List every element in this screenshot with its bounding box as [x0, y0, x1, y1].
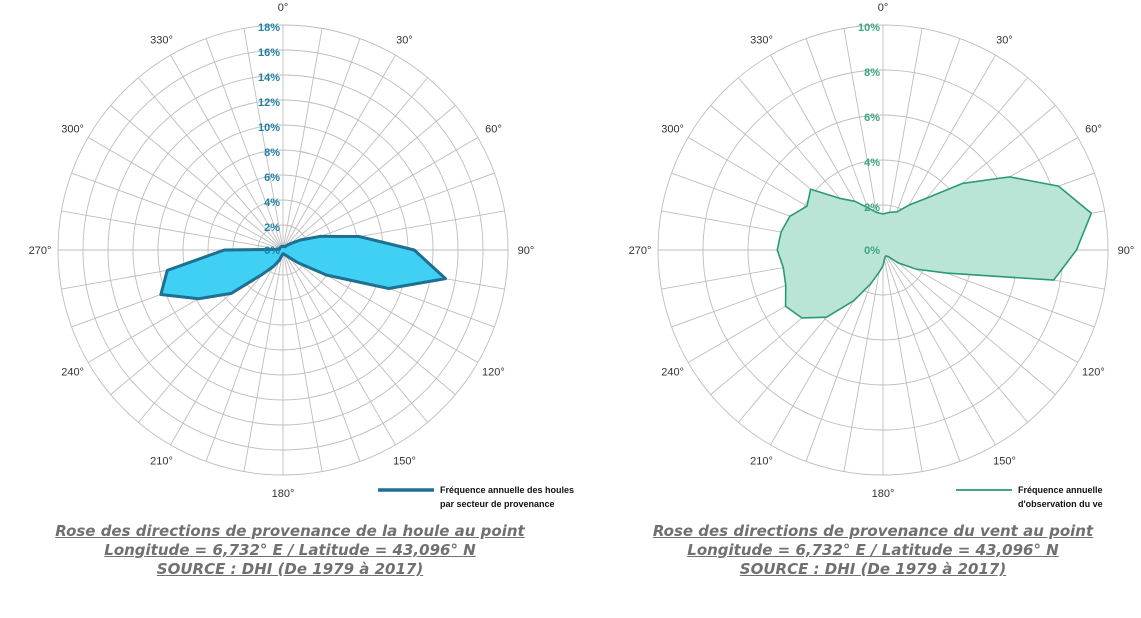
wave-grid-spoke: [243, 249, 284, 472]
wind-rose-chart: 0% 2% 4% 6% 8% 10% 0° 30° 60° 90° 120° 150° 180° 210°…: [629, 2, 1135, 509]
wave-tick-label: 18%: [258, 22, 280, 34]
wave-grid-spoke: [61, 210, 284, 251]
wind-grid-spoke: [882, 249, 996, 446]
wave-angle-label: 0°: [278, 2, 289, 14]
wave-legend: Fréquence annuelle des houles par secteur…: [378, 485, 574, 509]
wave-angle-label: 240°: [61, 367, 84, 379]
wave-angle-label: 60°: [485, 124, 502, 136]
wave-tick-label: 12%: [258, 97, 280, 109]
wave-tick-label: 10%: [258, 122, 280, 134]
wind-angle-labels: 0° 30° 60° 90° 120° 150° 180° 210° 240° 270° 300° 3…: [629, 2, 1135, 500]
wave-caption-line-3: SOURCE : DHI (De 1979 à 2017): [156, 560, 424, 578]
wind-angle-label: 60°: [1085, 124, 1102, 136]
wave-grid-spoke: [170, 249, 284, 446]
wind-tick-label: 8%: [864, 67, 880, 79]
wave-caption-line-2: Longitude = 6,732° E / Latitude = 43,096…: [104, 541, 476, 559]
wind-angle-label: 210°: [750, 455, 773, 467]
wind-radial-ticks: 0% 2% 4% 6% 8% 10%: [858, 22, 880, 257]
wind-caption-line-2: Longitude = 6,732° E / Latitude = 43,096…: [687, 541, 1059, 559]
wave-angle-labels: 0° 30° 60° 90° 120° 150° 180° 210° 240° 270° 300° 3…: [29, 2, 535, 500]
wind-angle-label: 120°: [1082, 367, 1105, 379]
wave-tick-label: 16%: [258, 47, 280, 59]
wind-grid-spoke: [882, 249, 1028, 423]
wave-angle-label: 270°: [29, 245, 52, 257]
wind-angle-label: 0°: [878, 2, 889, 14]
wave-angle-label: 330°: [150, 35, 173, 47]
wind-angle-label: 300°: [661, 124, 684, 136]
wave-grid-spoke: [138, 77, 284, 251]
wave-tick-label: 6%: [264, 172, 280, 184]
wind-angle-label: 150°: [993, 455, 1016, 467]
wind-tick-label: 0%: [864, 245, 880, 257]
wave-angle-label: 90°: [518, 245, 535, 257]
wind-legend-line-2: d'observation du ve: [1018, 499, 1103, 509]
wave-grid-spoke: [282, 249, 456, 395]
wave-radial-ticks: 0% 2% 4% 6% 8% 10% 12% 14% 16% 18%: [258, 22, 280, 257]
wave-grid-spoke: [282, 28, 323, 251]
wind-tick-label: 6%: [864, 112, 880, 124]
wind-rose-caption: Rose des directions de provenance du ven…: [608, 522, 1138, 579]
wave-legend-line-2: par secteur de provenance: [440, 499, 555, 509]
wave-angle-label: 300°: [61, 124, 84, 136]
wave-caption-line-1: Rose des directions de provenance de la …: [55, 522, 525, 540]
wind-angle-label: 240°: [661, 367, 684, 379]
wave-grid-spoke: [282, 105, 456, 251]
wave-angle-label: 30°: [396, 35, 413, 47]
wave-grid-spoke: [243, 28, 284, 251]
wave-grid: [57, 24, 509, 476]
wave-grid-spoke: [87, 137, 284, 251]
wave-tick-label: 8%: [264, 147, 280, 159]
wind-angle-label: 330°: [750, 35, 773, 47]
wind-caption-line-1: Rose des directions de provenance du ven…: [652, 522, 1094, 540]
wave-grid-spoke: [282, 249, 323, 472]
wind-tick-label: 4%: [864, 157, 880, 169]
wave-angle-label: 120°: [482, 367, 505, 379]
wind-tick-label: 10%: [858, 22, 880, 34]
wave-rose-caption: Rose des directions de provenance de la …: [25, 522, 555, 579]
wave-tick-label: 14%: [258, 72, 280, 84]
wind-angle-label: 270°: [629, 245, 652, 257]
wave-tick-label: 4%: [264, 197, 280, 209]
wave-angle-label: 150°: [393, 455, 416, 467]
wave-grid-spoke: [138, 249, 284, 423]
wave-grid-spoke: [170, 54, 284, 251]
wind-angle-label: 90°: [1118, 245, 1135, 257]
wave-grid-spoke: [282, 249, 428, 423]
wind-angle-label: 180°: [872, 488, 895, 500]
wave-grid-spoke: [282, 249, 396, 446]
wave-tick-label: 2%: [264, 222, 280, 234]
wave-grid-spoke: [282, 77, 428, 251]
wave-grid-spoke: [282, 137, 479, 251]
wind-grid-spoke: [843, 249, 884, 472]
wave-grid-spoke: [71, 172, 284, 251]
wave-legend-line-1: Fréquence annuelle des houles: [440, 485, 574, 495]
wind-grid-spoke: [882, 249, 1056, 395]
wind-angle-label: 30°: [996, 35, 1013, 47]
wave-rose-chart: 0% 2% 4% 6% 8% 10% 12% 14% 16% 18% 0° 30° 60° 90° 120°…: [29, 2, 574, 509]
wave-series-area: [159, 234, 447, 301]
wave-grid-spoke: [282, 38, 361, 251]
wave-grid-spoke: [205, 249, 284, 462]
wave-grid-spoke: [282, 54, 396, 251]
wave-angle-label: 210°: [150, 455, 173, 467]
wind-legend-line-1: Fréquence annuelle: [1018, 485, 1103, 495]
wind-grid-spoke: [882, 249, 923, 472]
wind-caption-line-3: SOURCE : DHI (De 1979 à 2017): [739, 560, 1007, 578]
wave-grid-spoke: [282, 249, 361, 462]
wave-grid-spoke: [205, 38, 284, 251]
wave-grid-spoke: [110, 105, 284, 251]
wave-tick-label: 0%: [264, 245, 280, 257]
wind-series-area: [776, 176, 1093, 319]
wave-angle-label: 180°: [272, 488, 295, 500]
wind-grid-spoke: [882, 249, 961, 462]
wind-tick-label: 2%: [864, 202, 880, 214]
wind-legend: Fréquence annuelle d'observation du ve: [956, 485, 1103, 509]
